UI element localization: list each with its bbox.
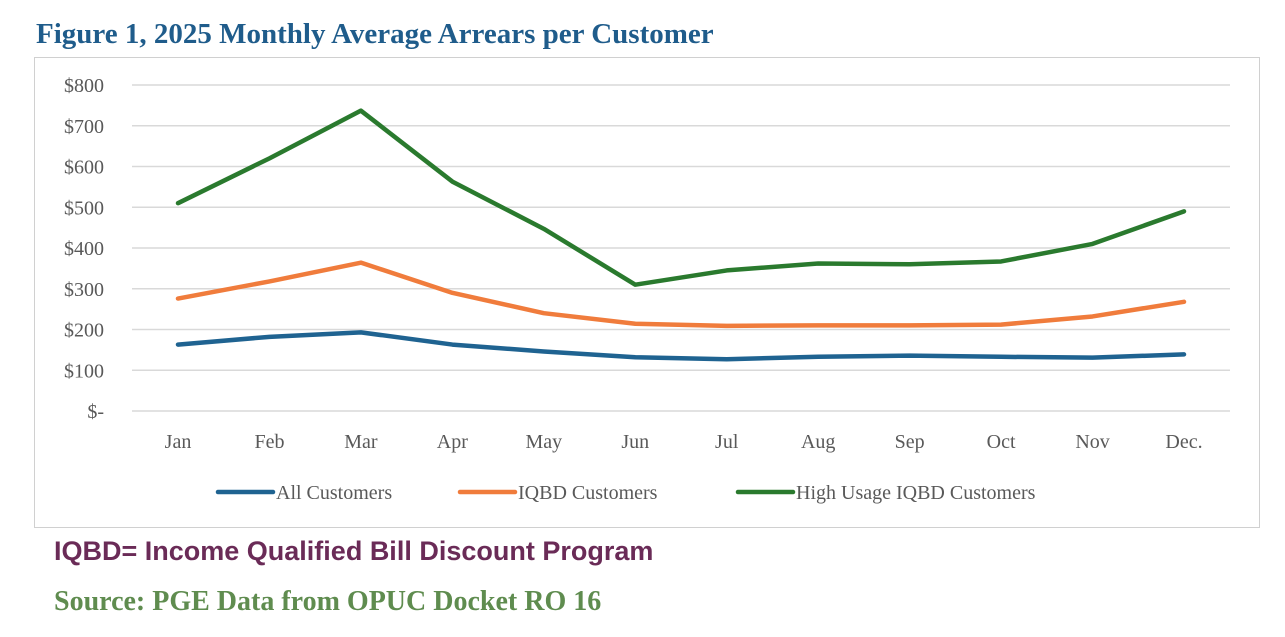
source-note: Source: PGE Data from OPUC Docket RO 16 bbox=[54, 586, 602, 617]
series-lines bbox=[175, 108, 1187, 362]
x-tick-label: Feb bbox=[254, 431, 284, 453]
series-line bbox=[175, 108, 1187, 287]
x-tick-label: Jun bbox=[621, 431, 649, 453]
y-tick-label: $600 bbox=[64, 157, 104, 179]
x-tick-label: Apr bbox=[437, 431, 468, 453]
y-tick-label: $800 bbox=[64, 75, 104, 97]
x-tick-label: Jul bbox=[715, 431, 739, 453]
y-tick-label: $100 bbox=[64, 360, 104, 382]
y-axis-tick-labels: $- $100 $200 $300 $400 $500 $600 $700 $800 bbox=[64, 75, 104, 423]
x-tick-label: May bbox=[525, 431, 562, 453]
y-tick-label: $300 bbox=[64, 279, 104, 301]
x-tick-label: Aug bbox=[801, 431, 835, 453]
y-tick-label: $700 bbox=[64, 116, 104, 138]
x-tick-label: Dec. bbox=[1165, 431, 1202, 453]
y-tick-label: $400 bbox=[64, 238, 104, 260]
legend-label: High Usage IQBD Customers bbox=[796, 482, 1036, 504]
x-tick-label: Nov bbox=[1075, 431, 1109, 453]
x-tick-label: Mar bbox=[344, 431, 378, 453]
footnote: IQBD= Income Qualified Bill Discount Pro… bbox=[54, 536, 654, 566]
y-tick-label: $500 bbox=[64, 197, 104, 219]
legend-label: IQBD Customers bbox=[518, 482, 658, 504]
series-line bbox=[175, 260, 1187, 329]
y-tick-label: $200 bbox=[64, 320, 104, 342]
figure-title: Figure 1, 2025 Monthly Average Arrears p… bbox=[36, 18, 714, 50]
legend: All Customers IQBD Customers High Usage IQ… bbox=[215, 482, 1036, 504]
chart-frame bbox=[34, 57, 1260, 528]
y-tick-label: $- bbox=[87, 401, 104, 423]
x-tick-label: Jan bbox=[165, 431, 192, 453]
x-tick-label: Sep bbox=[895, 431, 925, 453]
series-line bbox=[175, 330, 1187, 362]
legend-label: All Customers bbox=[276, 482, 392, 504]
x-tick-label: Oct bbox=[987, 431, 1016, 453]
x-axis-tick-labels: Jan Feb Mar Apr May Jun Jul Aug Sep Oct Nov Dec. bbox=[165, 431, 1203, 453]
gridlines bbox=[132, 84, 1230, 412]
